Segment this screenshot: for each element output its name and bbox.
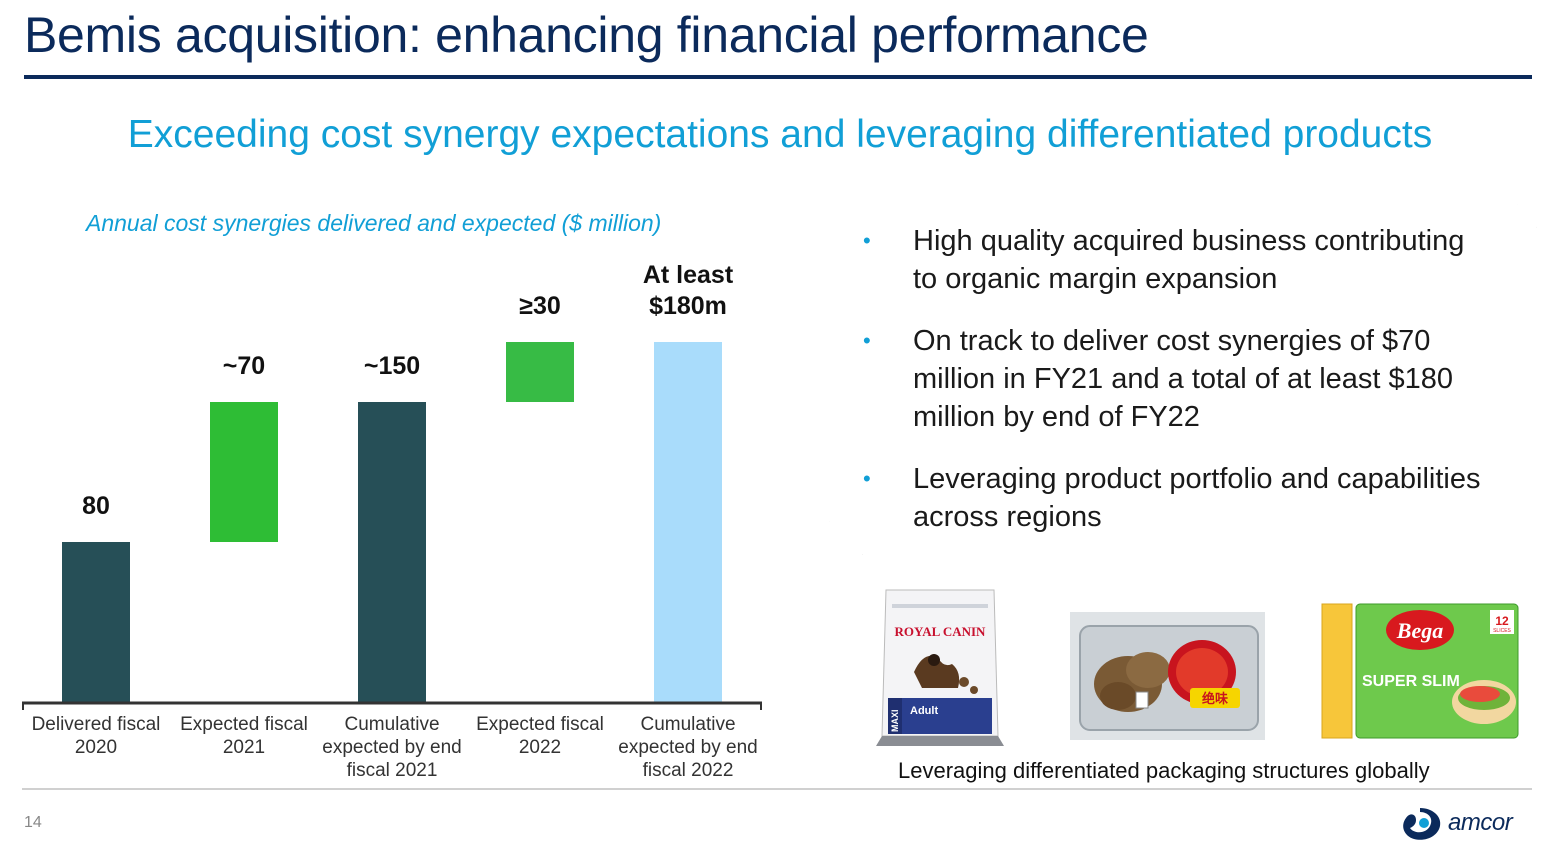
cheese-brand: Bega bbox=[1396, 618, 1443, 643]
bar-3 bbox=[358, 402, 426, 702]
bullet-text: Leveraging product portfolio and capabil… bbox=[913, 463, 1481, 533]
x-tick-label-3: Cumulative expected by end fiscal 2021 bbox=[322, 714, 461, 781]
cheese-count: 12 bbox=[1495, 614, 1509, 628]
bar-2 bbox=[210, 402, 278, 542]
chart-caption: Annual cost synergies delivered and expe… bbox=[86, 210, 662, 236]
bar-4 bbox=[506, 342, 574, 402]
food-tray-image: 绝味 bbox=[1070, 612, 1265, 740]
bar-1 bbox=[62, 542, 130, 702]
bullet-text: On track to deliver cost synergies of $7… bbox=[913, 325, 1454, 433]
data-label-5: At least $180m bbox=[643, 261, 734, 320]
x-tick-label-5: Cumulative expected by end fiscal 2022 bbox=[618, 714, 757, 781]
cheese-count-unit: SLICES bbox=[1493, 628, 1511, 634]
dog-food-bag-image: ROYAL CANIN Adult MAXI bbox=[876, 589, 1004, 746]
page-subtitle: Exceeding cost synergy expectations and … bbox=[127, 113, 1433, 156]
x-tick-label-1: Delivered fiscal 2020 bbox=[32, 714, 161, 758]
data-label-1: 80 bbox=[82, 492, 110, 520]
page-number: 14 bbox=[24, 814, 42, 831]
cheese-product: SUPER SLIM bbox=[1362, 673, 1460, 690]
bullet-icon: • bbox=[863, 228, 871, 253]
amcor-logo: amcor bbox=[1400, 806, 1530, 842]
bullet-item: • High quality acquired business contribu… bbox=[829, 222, 1493, 298]
bullet-item: • On track to deliver cost synergies of $… bbox=[829, 322, 1493, 436]
cheese-pack-image: Bega 12 SLICES SUPER SLIM bbox=[1320, 602, 1520, 740]
dogfood-variant: Adult bbox=[910, 705, 938, 717]
bar-5 bbox=[654, 342, 722, 702]
dogfood-line: MAXI bbox=[890, 710, 900, 733]
tray-label: 绝味 bbox=[1202, 691, 1228, 706]
data-label-2: ~70 bbox=[223, 352, 265, 380]
bullet-icon: • bbox=[863, 466, 871, 491]
data-label-3: ~150 bbox=[364, 352, 420, 380]
highlights-callout: • High quality acquired business contribu… bbox=[829, 204, 1537, 555]
page-title: Bemis acquisition: enhancing financial p… bbox=[24, 7, 1149, 63]
data-label-4: ≥30 bbox=[519, 292, 561, 320]
synergies-waterfall-chart: 80 Delivered fiscal 2020 ~70 Expected fiscal… bbox=[22, 261, 762, 781]
footer-divider bbox=[22, 788, 1532, 790]
x-tick-label-2: Expected fiscal 2021 bbox=[180, 714, 308, 758]
amcor-logo-mark bbox=[1403, 808, 1441, 840]
bullet-item: • Leveraging product portfolio and capabi… bbox=[829, 460, 1493, 536]
bullet-icon: • bbox=[863, 328, 871, 353]
logo-text: amcor bbox=[1448, 809, 1513, 836]
title-divider bbox=[24, 75, 1532, 79]
image-caption: Leveraging differentiated packaging stru… bbox=[898, 758, 1430, 783]
dogfood-brand: ROYAL CANIN bbox=[895, 624, 987, 639]
bullet-text: High quality acquired business contribut… bbox=[913, 225, 1465, 295]
highlights-list: • High quality acquired business contribu… bbox=[829, 222, 1493, 555]
x-tick-label-4: Expected fiscal 2022 bbox=[476, 714, 604, 758]
